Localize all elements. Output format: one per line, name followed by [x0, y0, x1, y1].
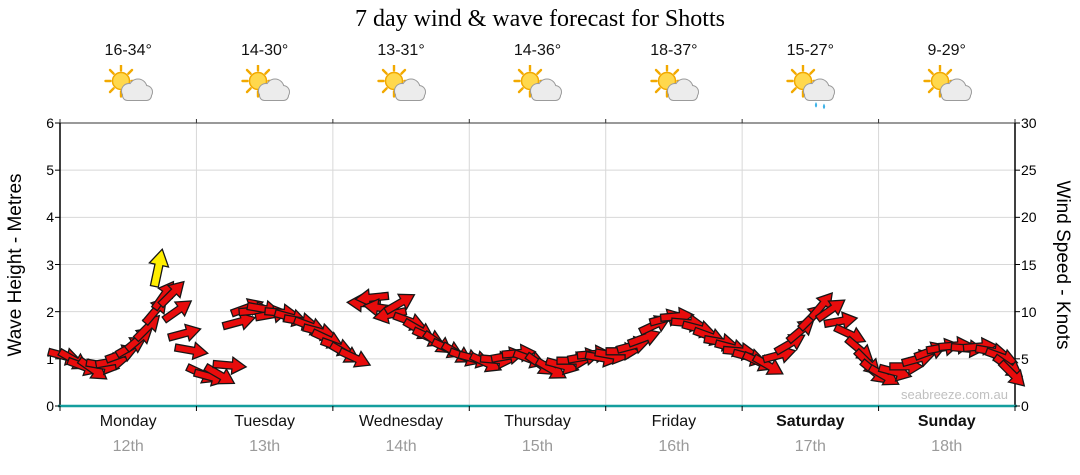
date-label-saturday: 17th	[794, 438, 826, 455]
temp-range-label: 14-36°	[513, 42, 562, 59]
wind-arrow	[372, 305, 408, 325]
wind-tick-label: 0	[1021, 398, 1029, 414]
wave-tick-label: 0	[46, 398, 54, 414]
temp-range-label: 13-31°	[377, 42, 425, 59]
sun-cloud-glyph	[104, 64, 154, 101]
sun-cloud-icon	[60, 64, 196, 113]
day-label-monday: Monday	[99, 413, 157, 430]
wind-tick-label: 20	[1021, 209, 1037, 225]
day-label-wednesday: Wednesday	[358, 413, 444, 430]
sun-cloud-glyph	[377, 64, 427, 101]
sun-cloud-glyph	[513, 64, 563, 101]
temp-range-label: 14-30°	[240, 42, 289, 59]
date-label-sunday: 18th	[931, 438, 963, 455]
cloud-fill	[258, 79, 289, 100]
sun-cloud-icon	[469, 64, 605, 113]
date-label-monday: 12th	[112, 438, 144, 455]
day-column-tuesday: 14-30°	[196, 42, 332, 113]
forecast-plot: seabreeze.com.au	[46, 119, 1026, 411]
wave-tick-label: 3	[46, 257, 54, 273]
sun-cloud-glyph	[240, 64, 290, 101]
wave-axis-title: Wave Height - Metres	[5, 173, 26, 357]
sun-cloud-rain-icon	[742, 64, 878, 113]
wave-tick-label: 4	[46, 209, 54, 225]
wind-arrow	[148, 247, 170, 288]
date-label-thursday: 15th	[521, 438, 554, 455]
wave-axis-ticks: 0 1 2 3 4 5 6	[34, 115, 54, 414]
wave-tick-label: 1	[46, 351, 54, 367]
rain-drops	[815, 102, 826, 110]
day-label-friday: Friday	[651, 413, 697, 430]
wind-arrow	[823, 311, 859, 331]
day-column-saturday: 15-27°	[742, 42, 878, 113]
wind-arrow	[383, 293, 416, 316]
day-label-tuesday: Tuesday	[234, 413, 296, 430]
wind-tick-label: 5	[1021, 351, 1029, 367]
wind-tick-label: 25	[1021, 162, 1037, 178]
temp-range-label: 15-27°	[786, 42, 834, 59]
cloud-fill	[667, 79, 698, 100]
temp-range-label: 18-37°	[650, 42, 698, 59]
day-label-saturday: Saturday	[776, 413, 845, 430]
wave-tick-label: 6	[46, 115, 54, 131]
day-name-row: Monday Tuesday Wednesday Thursday Friday Satu…	[60, 413, 1015, 431]
wind-arrow	[814, 299, 846, 323]
date-label-tuesday: 13th	[249, 438, 281, 455]
temp-range-label: 16-34°	[104, 42, 152, 59]
wind-axis-title: Wind Speed - Knots	[1052, 180, 1073, 350]
sun-cloud-glyph	[650, 64, 699, 101]
day-column-sunday: 9-29°	[879, 42, 1015, 113]
wind-arrow	[354, 288, 390, 308]
date-label-wednesday: 14th	[385, 438, 417, 455]
wave-tick-label: 2	[46, 304, 54, 320]
sun-cloud-icon	[879, 64, 1015, 113]
day-column-monday: 16-34°	[60, 42, 196, 113]
wind-tick-label: 10	[1021, 304, 1037, 320]
date-label-friday: 16th	[658, 438, 690, 455]
day-label-sunday: Sunday	[917, 413, 976, 430]
wind-arrow	[161, 300, 193, 324]
wind-tick-label: 15	[1021, 257, 1037, 273]
wind-arrow	[337, 347, 372, 368]
wind-arrow	[173, 341, 209, 361]
wind-arrow	[203, 362, 236, 385]
day-column-friday: 18-37°	[606, 42, 742, 113]
temp-range-label: 9-29°	[927, 42, 966, 59]
wind-arrow	[751, 353, 784, 375]
cloud-fill	[122, 79, 153, 100]
sun-cloud-icon	[606, 64, 742, 113]
wind-tick-label: 30	[1021, 115, 1037, 131]
cloud-fill	[531, 79, 562, 100]
day-column-thursday: 14-36°	[469, 42, 605, 113]
wind-arrow	[221, 312, 257, 331]
day-date-row: 12th 13th 14th 15th 16th 17th 18th	[60, 438, 1015, 456]
page-title: 7 day wind & wave forecast for Shotts	[355, 6, 725, 32]
day-label-thursday: Thursday	[504, 413, 571, 430]
wind-arrow	[167, 323, 202, 343]
cloud-fill	[940, 79, 971, 100]
sun-cloud-glyph	[923, 64, 972, 101]
sun-cloud-rain-glyph	[786, 64, 836, 110]
cloud-fill	[804, 79, 835, 100]
day-column-wednesday: 13-31°	[333, 42, 469, 113]
wind-axis-ticks: 0 5 10 15 20 25 30	[1021, 115, 1049, 414]
day-headers: 16-34° 14-30° 13-31° 14-36° 18-37° 15-27…	[60, 42, 1015, 113]
wind-arrow	[212, 355, 248, 376]
wind-arrow	[997, 359, 1026, 387]
wave-tick-label: 5	[46, 162, 54, 178]
watermark: seabreeze.com.au	[901, 387, 1008, 402]
sun-cloud-icon	[196, 64, 332, 113]
plot-area: seabreeze.com.au	[46, 119, 1026, 411]
sun-cloud-icon	[333, 64, 469, 113]
cloud-fill	[395, 79, 426, 100]
wind-arrow	[157, 280, 185, 309]
